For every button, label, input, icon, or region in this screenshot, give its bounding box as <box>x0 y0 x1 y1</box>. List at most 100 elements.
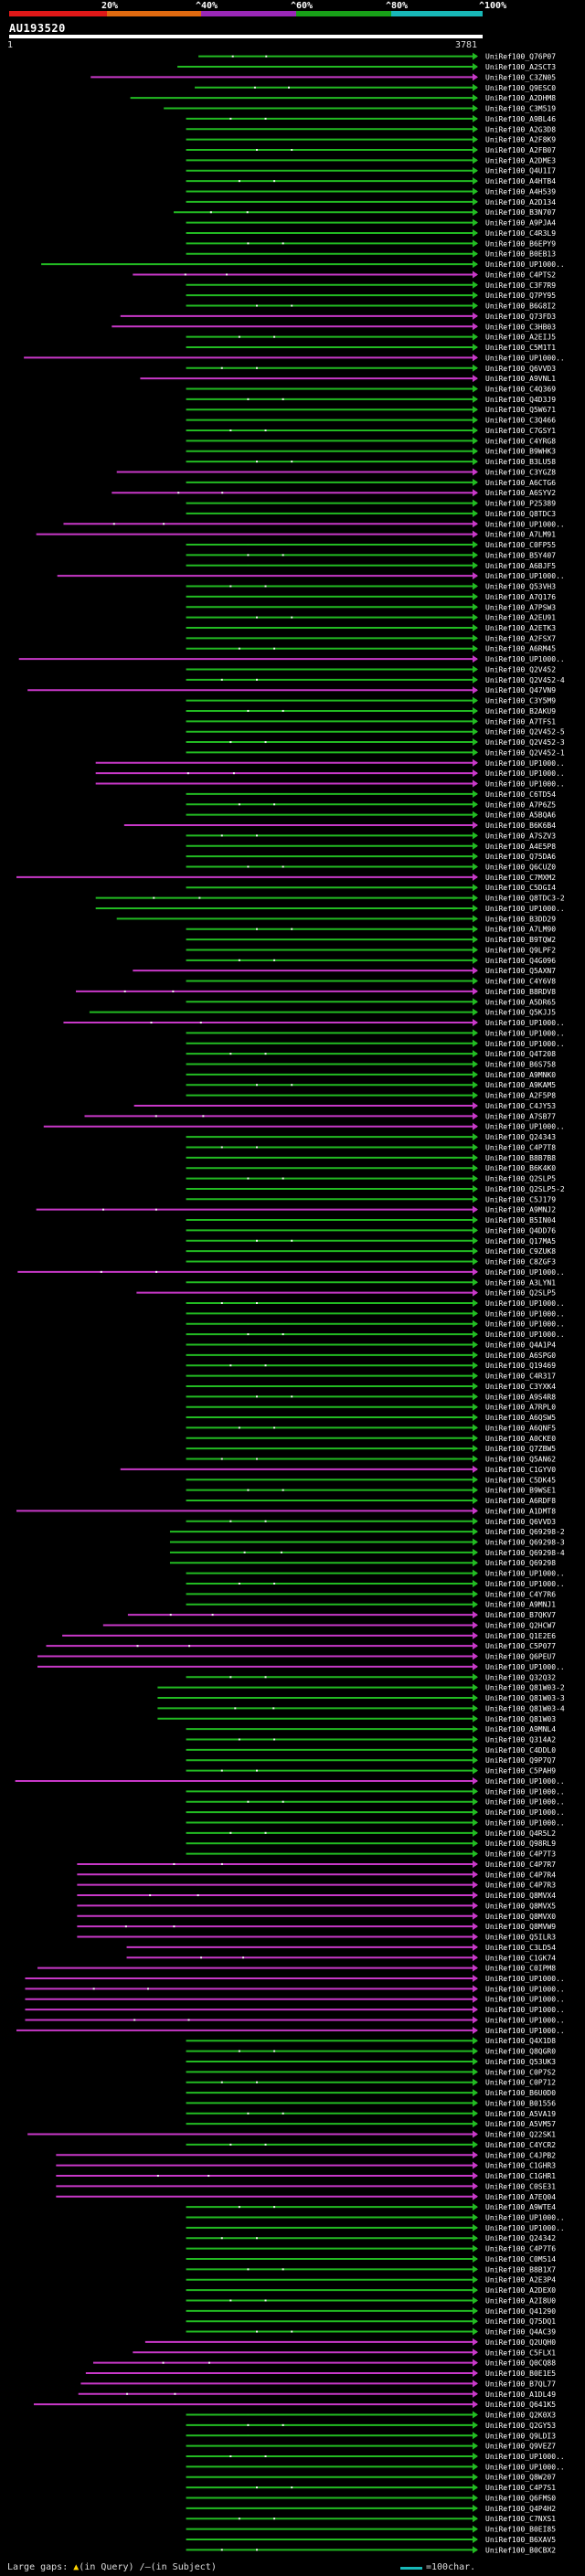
hit-label[interactable]: UniRef100_Q75DA6 <box>485 853 556 861</box>
hit-row[interactable]: UniRef100_A7SB77 <box>84 1112 556 1120</box>
hit-label[interactable]: UniRef100_UP1000.. <box>485 1985 565 1993</box>
hit-row[interactable]: UniRef100_Q4D3J9 <box>186 395 557 404</box>
hit-label[interactable]: UniRef100_C5PAH9 <box>485 1767 556 1776</box>
hit-row[interactable]: UniRef100_UP1000.. <box>18 655 565 663</box>
hit-row[interactable]: UniRef100_A6BJF5 <box>186 561 557 570</box>
hit-label[interactable]: UniRef100_A2G3D8 <box>485 125 556 133</box>
hit-label[interactable]: UniRef100_Q8MVX5 <box>485 1902 556 1910</box>
hit-label[interactable]: UniRef100_UP1000.. <box>485 1040 565 1048</box>
hit-label[interactable]: UniRef100_A1DMT8 <box>485 1507 556 1515</box>
hit-row[interactable]: UniRef100_Q4A1P4 <box>186 1341 557 1349</box>
hit-label[interactable]: UniRef100_Q2UQH0 <box>485 2338 556 2347</box>
hit-row[interactable]: UniRef100_A3LYN1 <box>186 1278 557 1287</box>
hit-label[interactable]: UniRef100_Q2V452-1 <box>485 748 565 757</box>
hit-row[interactable]: UniRef100_A7SZV3 <box>186 832 557 840</box>
hit-label[interactable]: UniRef100_C3LD54 <box>485 1944 556 1952</box>
hit-label[interactable]: UniRef100_Q5AXN7 <box>485 967 556 975</box>
hit-row[interactable]: UniRef100_Q19469 <box>186 1362 557 1370</box>
hit-label[interactable]: UniRef100_UP1000.. <box>485 520 565 528</box>
hit-row[interactable]: UniRef100_B3LU58 <box>186 458 557 466</box>
hit-label[interactable]: UniRef100_UP1000.. <box>485 1798 565 1807</box>
hit-label[interactable]: UniRef100_Q7PY95 <box>485 292 556 300</box>
hit-label[interactable]: UniRef100_B6XAV5 <box>485 2536 556 2544</box>
hit-label[interactable]: UniRef100_UP1000.. <box>485 1975 565 1983</box>
hit-label[interactable]: UniRef100_A2FB07 <box>485 146 556 154</box>
hit-label[interactable]: UniRef100_B2AKU9 <box>485 707 556 716</box>
hit-label[interactable]: UniRef100_Q8TDC3 <box>485 510 556 518</box>
hit-row[interactable]: UniRef100_Q76P07 <box>198 52 556 61</box>
hit-row[interactable]: UniRef100_UP1000.. <box>95 758 565 768</box>
hit-label[interactable]: UniRef100_A2D134 <box>485 198 556 207</box>
hit-label[interactable]: UniRef100_UP1000.. <box>485 260 565 269</box>
hit-row[interactable]: UniRef100_A7RPL0 <box>186 1403 557 1412</box>
hit-label[interactable]: UniRef100_Q1E2E6 <box>485 1632 556 1640</box>
hit-row[interactable]: UniRef100_Q2UQH0 <box>144 2337 556 2347</box>
hit-row[interactable]: UniRef100_Q9LPF2 <box>186 946 557 954</box>
hit-label[interactable]: UniRef100_Q19469 <box>485 1362 556 1370</box>
hit-row[interactable]: UniRef100_Q641K5 <box>33 2401 556 2409</box>
hit-row[interactable]: UniRef100_C5DK45 <box>186 1476 557 1484</box>
hit-row[interactable]: UniRef100_C4R317 <box>186 1372 557 1381</box>
hit-label[interactable]: UniRef100_C4P7T6 <box>485 2245 556 2253</box>
hit-label[interactable]: UniRef100_Q4A1P4 <box>485 1341 556 1349</box>
hit-label[interactable]: UniRef100_Q69298-4 <box>485 1549 565 1557</box>
hit-row[interactable]: UniRef100_Q4T208 <box>186 1050 557 1058</box>
hit-label[interactable]: UniRef100_Q98RL9 <box>485 1839 556 1848</box>
hit-row[interactable]: UniRef100_B0EB13 <box>186 249 557 259</box>
hit-row[interactable]: UniRef100_Q2V452-5 <box>186 727 565 737</box>
hit-label[interactable]: UniRef100_UP1000.. <box>485 1309 565 1318</box>
hit-row[interactable]: UniRef100_A9MNL4 <box>186 1725 557 1733</box>
hit-row[interactable]: UniRef100_C1GHR1 <box>56 2172 556 2180</box>
hit-label[interactable]: UniRef100_C4R317 <box>485 1373 556 1381</box>
hit-label[interactable]: UniRef100_C4R3L9 <box>485 229 556 238</box>
hit-row[interactable]: UniRef100_UP1000.. <box>186 1330 565 1339</box>
hit-row[interactable]: UniRef100_UP1000.. <box>41 260 565 269</box>
hit-row[interactable]: UniRef100_B6U0D0 <box>186 2089 557 2097</box>
hit-label[interactable]: UniRef100_Q53VH3 <box>485 583 556 591</box>
hit-label[interactable]: UniRef100_B9TQW2 <box>485 936 556 944</box>
hit-row[interactable]: UniRef100_A7TFS1 <box>186 717 557 726</box>
hit-label[interactable]: UniRef100_Q53UK3 <box>485 2058 556 2066</box>
hit-row[interactable]: UniRef100_Q69298-4 <box>169 1548 565 1557</box>
hit-row[interactable]: UniRef100_C3Y5M9 <box>186 696 557 705</box>
hit-row[interactable]: UniRef100_C0SE31 <box>56 2182 556 2190</box>
hit-row[interactable]: UniRef100_B6K6B4 <box>123 822 556 830</box>
hit-row[interactable]: UniRef100_B8B1X7 <box>186 2265 557 2274</box>
hit-label[interactable]: UniRef100_A2EIJ5 <box>485 334 556 342</box>
hit-label[interactable]: UniRef100_UP1000.. <box>485 1123 565 1131</box>
hit-label[interactable]: UniRef100_Q75DQ1 <box>485 2317 556 2326</box>
hit-row[interactable]: UniRef100_Q0CQ88 <box>92 2359 556 2368</box>
hit-row[interactable]: UniRef100_C9ZUK8 <box>186 1247 557 1256</box>
hit-label[interactable]: UniRef100_C3Y5M9 <box>485 697 556 705</box>
hit-row[interactable]: UniRef100_A2I8U0 <box>186 2296 557 2305</box>
hit-row[interactable]: UniRef100_UP1000.. <box>15 1776 565 1786</box>
hit-row[interactable]: UniRef100_A7PSW3 <box>186 603 557 611</box>
hit-label[interactable]: UniRef100_Q4U1I7 <box>485 167 556 175</box>
hit-label[interactable]: UniRef100_Q69298-2 <box>485 1528 565 1536</box>
hit-label[interactable]: UniRef100_Q2V452-4 <box>485 676 565 684</box>
hit-row[interactable]: UniRef100_B6XAV5 <box>186 2535 557 2544</box>
hit-label[interactable]: UniRef100_UP1000.. <box>485 1808 565 1817</box>
hit-label[interactable]: UniRef100_C9ZUK8 <box>485 1247 556 1256</box>
hit-row[interactable]: UniRef100_Q81W03 <box>157 1714 556 1723</box>
hit-label[interactable]: UniRef100_A9PJA4 <box>485 219 556 228</box>
hit-row[interactable]: UniRef100_A5DR65 <box>186 998 557 1006</box>
hit-label[interactable]: UniRef100_Q24342 <box>485 2234 556 2242</box>
hit-label[interactable]: UniRef100_Q4P4H2 <box>485 2505 556 2513</box>
hit-row[interactable]: UniRef100_A7P6Z5 <box>186 800 557 809</box>
hit-label[interactable]: UniRef100_Q8W207 <box>485 2474 556 2482</box>
hit-label[interactable]: UniRef100_B5IN04 <box>485 1216 556 1224</box>
hit-label[interactable]: UniRef100_Q81W03-3 <box>485 1694 565 1702</box>
hit-row[interactable]: UniRef100_UP1000.. <box>186 2452 565 2461</box>
hit-row[interactable]: UniRef100_C4P7R3 <box>77 1881 556 1890</box>
hit-row[interactable]: UniRef100_C3HB03 <box>112 323 556 331</box>
hit-label[interactable]: UniRef100_C5M1T1 <box>485 344 556 352</box>
hit-label[interactable]: UniRef100_A7RPL0 <box>485 1404 556 1412</box>
hit-label[interactable]: UniRef100_C4Q369 <box>485 386 556 394</box>
hit-row[interactable]: UniRef100_A6SPG0 <box>186 1351 557 1360</box>
hit-label[interactable]: UniRef100_UP1000.. <box>485 1663 565 1671</box>
hit-label[interactable]: UniRef100_A2SCT3 <box>485 63 556 71</box>
hit-label[interactable]: UniRef100_B0EB13 <box>485 250 556 259</box>
hit-row[interactable]: UniRef100_C4P7R7 <box>77 1860 556 1869</box>
hit-label[interactable]: UniRef100_C1GYV0 <box>485 1466 556 1474</box>
